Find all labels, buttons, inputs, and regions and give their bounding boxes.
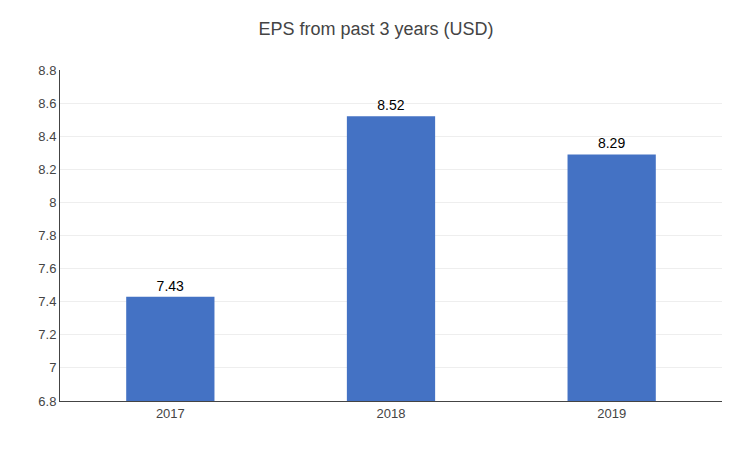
svg-text:2018: 2018 xyxy=(377,406,406,421)
svg-text:8.29: 8.29 xyxy=(598,135,625,151)
svg-text:7.2: 7.2 xyxy=(38,327,56,342)
svg-text:8.4: 8.4 xyxy=(38,129,56,144)
svg-text:2017: 2017 xyxy=(156,406,185,421)
svg-text:6.8: 6.8 xyxy=(38,394,56,409)
svg-text:7.4: 7.4 xyxy=(38,294,56,309)
svg-text:2019: 2019 xyxy=(597,406,626,421)
svg-text:7.43: 7.43 xyxy=(157,278,184,294)
svg-text:8.52: 8.52 xyxy=(377,97,404,113)
svg-text:7.6: 7.6 xyxy=(38,261,56,276)
svg-text:8.2: 8.2 xyxy=(38,162,56,177)
svg-text:8.8: 8.8 xyxy=(38,63,56,78)
svg-text:7.8: 7.8 xyxy=(38,228,56,243)
svg-text:EPS from past 3 years (USD): EPS from past 3 years (USD) xyxy=(258,19,493,39)
svg-text:8: 8 xyxy=(49,195,56,210)
svg-text:8.6: 8.6 xyxy=(38,96,56,111)
svg-text:7: 7 xyxy=(49,360,56,375)
